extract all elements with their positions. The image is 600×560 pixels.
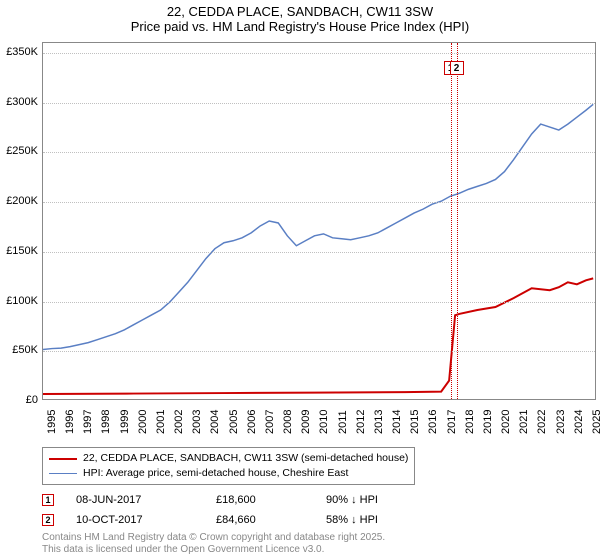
- x-tick-label: 1996: [64, 410, 76, 434]
- legend: 22, CEDDA PLACE, SANDBACH, CW11 3SW (sem…: [42, 447, 415, 485]
- y-tick-label: £100K: [0, 295, 38, 307]
- title-line1: 22, CEDDA PLACE, SANDBACH, CW11 3SW: [0, 4, 600, 19]
- series-line: [43, 104, 593, 349]
- sale-row: 2 10-OCT-2017£84,66058% ↓ HPI: [42, 510, 416, 530]
- x-tick-label: 2006: [246, 410, 258, 434]
- sale-pct: 90% ↓ HPI: [326, 494, 416, 506]
- y-tick-label: £150K: [0, 245, 38, 257]
- y-tick-label: £0: [0, 394, 38, 406]
- footer-line2: This data is licensed under the Open Gov…: [42, 544, 385, 556]
- x-tick-label: 2024: [573, 410, 585, 434]
- series-line: [43, 278, 593, 394]
- legend-swatch: [49, 473, 77, 475]
- sale-price: £84,660: [216, 514, 326, 526]
- x-tick-label: 2003: [191, 410, 203, 434]
- x-tick-label: 2015: [409, 410, 421, 434]
- x-tick-label: 2009: [300, 410, 312, 434]
- x-tick-label: 2023: [555, 410, 567, 434]
- marker-vline: [451, 43, 452, 399]
- legend-swatch: [49, 458, 77, 460]
- x-tick-label: 2008: [282, 410, 294, 434]
- sale-price: £18,600: [216, 494, 326, 506]
- marker-vline: [457, 43, 458, 399]
- x-tick-label: 2000: [137, 410, 149, 434]
- x-tick-label: 1997: [82, 410, 94, 434]
- sale-date: 10-OCT-2017: [76, 514, 216, 526]
- x-tick-label: 2020: [500, 410, 512, 434]
- x-tick-label: 2004: [209, 410, 221, 434]
- x-tick-label: 2010: [318, 410, 330, 434]
- gridline: [43, 152, 595, 153]
- x-tick-label: 2007: [264, 410, 276, 434]
- x-tick-label: 1998: [100, 410, 112, 434]
- gridline: [43, 302, 595, 303]
- chart-plot-area: 12: [42, 42, 596, 400]
- footer: Contains HM Land Registry data © Crown c…: [42, 532, 385, 556]
- x-tick-label: 2014: [391, 410, 403, 434]
- chart-marker: 2: [450, 61, 464, 75]
- legend-row: HPI: Average price, semi-detached house,…: [49, 466, 408, 481]
- x-tick-label: 2018: [464, 410, 476, 434]
- sales-table: 1 08-JUN-2017£18,60090% ↓ HPI 2 10-OCT-2017…: [42, 490, 416, 530]
- x-tick-label: 2021: [518, 410, 530, 434]
- footer-line1: Contains HM Land Registry data © Crown c…: [42, 532, 385, 544]
- x-tick-label: 1995: [46, 410, 58, 434]
- title-line2: Price paid vs. HM Land Registry's House …: [0, 19, 600, 34]
- chart-title: 22, CEDDA PLACE, SANDBACH, CW11 3SW Pric…: [0, 0, 600, 34]
- gridline: [43, 202, 595, 203]
- gridline: [43, 252, 595, 253]
- gridline: [43, 103, 595, 104]
- sale-date: 08-JUN-2017: [76, 494, 216, 506]
- legend-row: 22, CEDDA PLACE, SANDBACH, CW11 3SW (sem…: [49, 451, 408, 466]
- y-tick-label: £200K: [0, 195, 38, 207]
- sale-marker: 2: [42, 514, 54, 526]
- legend-text: HPI: Average price, semi-detached house,…: [83, 466, 348, 481]
- x-tick-label: 2005: [228, 410, 240, 434]
- x-tick-label: 2019: [482, 410, 494, 434]
- x-tick-label: 2025: [591, 410, 600, 434]
- sale-row: 1 08-JUN-2017£18,60090% ↓ HPI: [42, 490, 416, 510]
- legend-text: 22, CEDDA PLACE, SANDBACH, CW11 3SW (sem…: [83, 451, 408, 466]
- x-tick-label: 2022: [536, 410, 548, 434]
- x-tick-label: 2001: [155, 410, 167, 434]
- gridline: [43, 53, 595, 54]
- x-tick-label: 2016: [427, 410, 439, 434]
- sale-pct: 58% ↓ HPI: [326, 514, 416, 526]
- gridline: [43, 351, 595, 352]
- y-tick-label: £250K: [0, 145, 38, 157]
- x-tick-label: 2011: [337, 410, 349, 434]
- x-tick-label: 2002: [173, 410, 185, 434]
- y-tick-label: £300K: [0, 96, 38, 108]
- x-tick-label: 2017: [446, 410, 458, 434]
- x-tick-label: 1999: [119, 410, 131, 434]
- sale-marker: 1: [42, 494, 54, 506]
- x-tick-label: 2012: [355, 410, 367, 434]
- y-tick-label: £50K: [0, 344, 38, 356]
- x-tick-label: 2013: [373, 410, 385, 434]
- plot-svg: [43, 43, 595, 399]
- y-tick-label: £350K: [0, 46, 38, 58]
